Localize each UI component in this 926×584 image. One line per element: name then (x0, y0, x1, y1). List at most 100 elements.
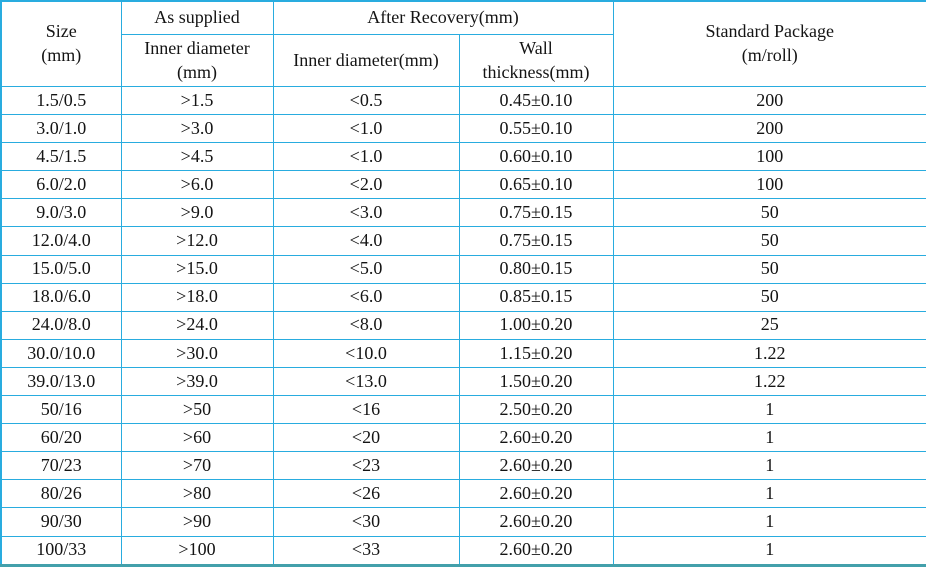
recovered-inner-diameter-cell: <4.0 (272, 226, 460, 256)
supplied-inner-diameter-cell: >24.0 (120, 310, 274, 340)
table-row: 24.0/8.0 >24.0 <8.0 1.00±0.20 25 (0, 310, 926, 340)
wall-thickness-cell: 0.75±0.15 (458, 226, 614, 256)
recovered-inner-diameter-cell: <26 (272, 479, 460, 509)
wall-thickness-cell: 0.75±0.15 (458, 198, 614, 228)
recovered-inner-diameter-cell: <33 (272, 535, 460, 566)
recovered-inner-diameter-cell: <23 (272, 451, 460, 481)
recovered-inner-diameter-cell: <0.5 (272, 85, 460, 116)
table-row: 60/20 >60 <20 2.60±0.20 1 (0, 423, 926, 453)
header-standard-package: Standard Package (m/roll) (612, 0, 926, 87)
standard-package-cell: 50 (612, 254, 926, 284)
recovered-inner-diameter-cell: <6.0 (272, 282, 460, 312)
size-cell: 18.0/6.0 (0, 282, 122, 312)
table-row: 39.0/13.0 >39.0 <13.0 1.50±0.20 1.22 (0, 366, 926, 397)
supplied-inner-diameter-cell: >4.5 (120, 142, 274, 172)
header-row-top: Size (mm) As supplied After Recovery(mm)… (0, 0, 926, 87)
wall-thickness-cell: 2.60±0.20 (458, 423, 614, 453)
table-row: 9.0/3.0 >9.0 <3.0 0.75±0.15 50 (0, 198, 926, 228)
table-row: 80/26 >80 <26 2.60±0.20 1 (0, 479, 926, 509)
wall-thickness-cell: 0.55±0.10 (458, 114, 614, 144)
wall-thickness-cell: 2.60±0.20 (458, 535, 614, 566)
supplied-inner-diameter-cell: >12.0 (120, 226, 274, 256)
supplied-inner-diameter-cell: >70 (120, 451, 274, 481)
size-cell: 15.0/5.0 (0, 254, 122, 284)
standard-package-cell: 1.22 (612, 366, 926, 397)
standard-package-cell: 1 (612, 395, 926, 425)
standard-package-cell: 1 (612, 535, 926, 566)
wall-thickness-cell: 2.60±0.20 (458, 451, 614, 481)
header-recovery-inner-diameter: Inner diameter(mm) (272, 34, 460, 87)
supplied-inner-diameter-cell: >3.0 (120, 114, 274, 144)
table-row: 15.0/5.0 >15.0 <5.0 0.80±0.15 50 (0, 254, 926, 284)
supplied-inner-diameter-cell: >100 (120, 535, 274, 566)
wall-thickness-cell: 0.80±0.15 (458, 254, 614, 284)
wall-thickness-cell: 0.85±0.15 (458, 282, 614, 312)
supplied-inner-diameter-cell: >6.0 (120, 170, 274, 200)
header-supplied-inner-diameter: Inner diameter (mm) (120, 34, 274, 87)
supplied-inner-diameter-cell: >15.0 (120, 254, 274, 284)
size-cell: 50/16 (0, 395, 122, 425)
standard-package-cell: 1.22 (612, 338, 926, 368)
recovered-inner-diameter-cell: <8.0 (272, 310, 460, 340)
table-body: 1.5/0.5 >1.5 <0.5 0.45±0.10 200 3.0/1.0 >3.0 <1… (0, 85, 926, 566)
header-as-supplied: As supplied (120, 0, 274, 35)
standard-package-cell: 100 (612, 142, 926, 172)
supplied-inner-diameter-cell: >9.0 (120, 198, 274, 228)
supplied-inner-diameter-cell: >80 (120, 479, 274, 509)
size-cell: 3.0/1.0 (0, 114, 122, 144)
supplied-inner-diameter-cell: >18.0 (120, 282, 274, 312)
wall-thickness-cell: 1.00±0.20 (458, 310, 614, 340)
recovered-inner-diameter-cell: <13.0 (272, 366, 460, 397)
supplied-inner-diameter-cell: >39.0 (120, 366, 274, 397)
supplied-inner-diameter-cell: >30.0 (120, 338, 274, 368)
size-cell: 39.0/13.0 (0, 366, 122, 397)
size-cell: 80/26 (0, 479, 122, 509)
standard-package-cell: 1 (612, 507, 926, 537)
size-cell: 100/33 (0, 535, 122, 566)
supplied-inner-diameter-cell: >60 (120, 423, 274, 453)
wall-thickness-cell: 2.60±0.20 (458, 507, 614, 537)
standard-package-cell: 200 (612, 85, 926, 116)
header-recovery-wall-thickness: Wall thickness(mm) (458, 34, 614, 87)
standard-package-cell: 100 (612, 170, 926, 200)
size-cell: 6.0/2.0 (0, 170, 122, 200)
table-row: 18.0/6.0 >18.0 <6.0 0.85±0.15 50 (0, 282, 926, 312)
standard-package-cell: 1 (612, 479, 926, 509)
table-row: 4.5/1.5 >4.5 <1.0 0.60±0.10 100 (0, 142, 926, 172)
header-row-sub: Inner diameter (mm) Inner diameter(mm) W… (1, 34, 926, 87)
wall-thickness-cell: 1.15±0.20 (458, 338, 614, 368)
standard-package-cell: 1 (612, 423, 926, 453)
standard-package-cell: 50 (612, 226, 926, 256)
size-cell: 60/20 (0, 423, 122, 453)
supplied-inner-diameter-cell: >50 (120, 395, 274, 425)
table-row: 3.0/1.0 >3.0 <1.0 0.55±0.10 200 (0, 114, 926, 144)
recovered-inner-diameter-cell: <1.0 (272, 142, 460, 172)
table-row: 6.0/2.0 >6.0 <2.0 0.65±0.10 100 (0, 170, 926, 200)
size-cell: 70/23 (0, 451, 122, 481)
recovered-inner-diameter-cell: <10.0 (272, 338, 460, 368)
wall-thickness-cell: 0.65±0.10 (458, 170, 614, 200)
size-cell: 90/30 (0, 507, 122, 537)
heat-shrink-tubing-spec-table: Size (mm) As supplied After Recovery(mm)… (0, 0, 926, 567)
size-cell: 24.0/8.0 (0, 310, 122, 340)
table-row: 50/16 >50 <16 2.50±0.20 1 (0, 395, 926, 425)
standard-package-cell: 50 (612, 198, 926, 228)
wall-thickness-cell: 0.60±0.10 (458, 142, 614, 172)
size-cell: 1.5/0.5 (0, 85, 122, 116)
standard-package-cell: 50 (612, 282, 926, 312)
table-row: 1.5/0.5 >1.5 <0.5 0.45±0.10 200 (0, 85, 926, 116)
header-size: Size (mm) (0, 0, 122, 87)
standard-package-cell: 200 (612, 114, 926, 144)
table-row: 30.0/10.0 >30.0 <10.0 1.15±0.20 1.22 (0, 338, 926, 368)
recovered-inner-diameter-cell: <2.0 (272, 170, 460, 200)
supplied-inner-diameter-cell: >90 (120, 507, 274, 537)
standard-package-cell: 1 (612, 451, 926, 481)
table-row: 12.0/4.0 >12.0 <4.0 0.75±0.15 50 (0, 226, 926, 256)
supplied-inner-diameter-cell: >1.5 (120, 85, 274, 116)
recovered-inner-diameter-cell: <5.0 (272, 254, 460, 284)
size-cell: 12.0/4.0 (0, 226, 122, 256)
recovered-inner-diameter-cell: <30 (272, 507, 460, 537)
header-after-recovery: After Recovery(mm) (272, 0, 614, 35)
table-header: Size (mm) As supplied After Recovery(mm)… (0, 0, 926, 87)
